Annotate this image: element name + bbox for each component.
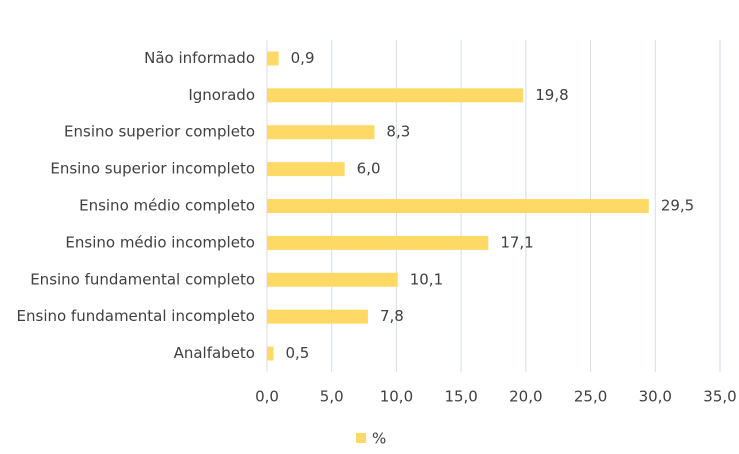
bar [267,235,489,250]
y-tick-label: Analfabeto [174,344,255,362]
bar [267,51,279,66]
x-tick-label: 30,0 [639,388,672,406]
bar [267,272,398,287]
y-tick-label: Ensino médio incompleto [65,233,255,251]
x-tick-label: 25,0 [574,388,607,406]
bar [267,309,368,324]
bar [267,162,345,177]
x-tick-label: 0,0 [255,388,279,406]
y-tick-label: Ignorado [188,86,255,104]
y-tick-label: Ensino fundamental incompleto [17,307,255,325]
bar [267,88,524,103]
y-tick-label: Não informado [144,49,255,67]
x-tick-label: 10,0 [380,388,413,406]
value-label: 17,1 [500,233,533,251]
x-tick-label: 5,0 [320,388,344,406]
x-tick-label: 35,0 [703,388,736,406]
value-label: 7,8 [380,307,404,325]
bar [267,346,274,361]
bar [267,199,649,213]
value-label: 6,0 [357,160,381,178]
y-tick-label: Ensino superior incompleto [50,160,255,178]
legend-swatch [356,433,366,443]
x-tick-label: 15,0 [444,388,477,406]
y-tick-label: Ensino fundamental completo [30,270,255,288]
y-tick-label: Ensino médio completo [79,197,255,215]
bar [267,125,375,140]
value-label: 0,9 [291,49,315,67]
x-tick-label: 20,0 [509,388,542,406]
value-label: 10,1 [410,270,443,288]
value-label: 29,5 [661,197,694,215]
legend-label: % [372,430,386,448]
value-label: 19,8 [535,86,568,104]
value-label: 8,3 [386,123,410,141]
value-label: 0,5 [285,344,309,362]
y-tick-label: Ensino superior completo [64,123,255,141]
